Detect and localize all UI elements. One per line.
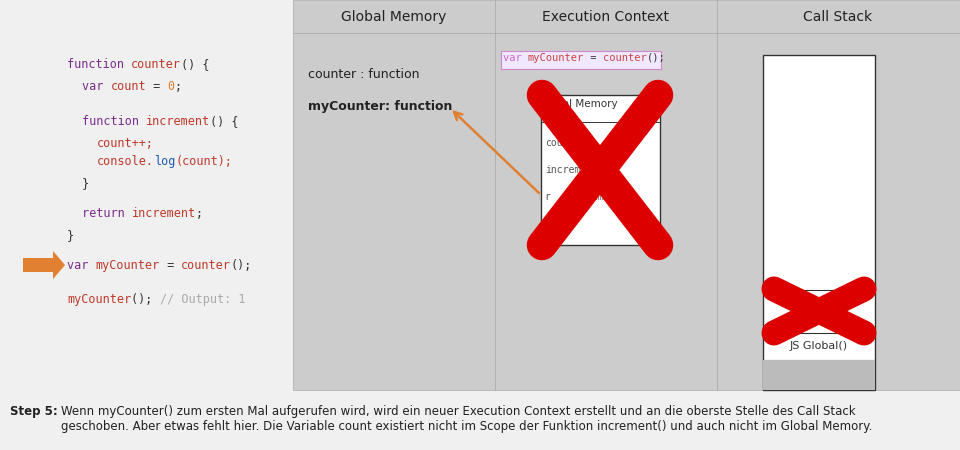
Text: }: }: [82, 177, 89, 190]
Bar: [541, 95, 660, 245]
Text: Call Stack: Call Stack: [804, 10, 873, 24]
Text: ();: ();: [647, 53, 665, 63]
Text: myCounter: myCounter: [95, 259, 159, 272]
Text: var: var: [67, 259, 95, 272]
Text: counter : function: counter : function: [308, 68, 420, 81]
Text: ;: ;: [175, 80, 181, 93]
Bar: [763, 360, 875, 390]
Text: () {: () {: [181, 58, 209, 71]
Text: }: }: [67, 229, 74, 242]
Bar: [0, 0, 293, 390]
Text: Wenn myCounter() zum ersten Mal aufgerufen wird, wird ein neuer Execution Contex: Wenn myCounter() zum ersten Mal aufgeruf…: [60, 405, 872, 433]
Text: myCounter: function: myCounter: function: [308, 100, 452, 113]
Text: counter: counter: [132, 58, 181, 71]
Text: ();: ();: [230, 259, 252, 272]
Text: myCounter: myCounter: [528, 53, 585, 63]
Text: counter: counter: [603, 53, 647, 63]
Text: JS Global(): JS Global(): [790, 341, 848, 351]
Text: Local Memory: Local Memory: [545, 99, 617, 109]
Text: // Output: 1: // Output: 1: [159, 293, 245, 306]
Text: count: count: [110, 80, 146, 93]
Text: return: return: [82, 207, 132, 220]
Bar: [717, 0, 960, 390]
Text: Step 5:: Step 5:: [10, 405, 58, 418]
Text: myCounter: myCounter: [67, 293, 132, 306]
Text: count++;: count++;: [97, 137, 154, 150]
Polygon shape: [53, 251, 65, 279]
Text: r   increment: r increment: [545, 192, 621, 202]
Text: 0: 0: [167, 80, 175, 93]
Text: increment: increment: [146, 115, 210, 128]
Bar: [501, 51, 661, 69]
Text: cou: cou: [545, 138, 563, 148]
Text: (count);: (count);: [176, 155, 232, 168]
Text: () {: () {: [210, 115, 239, 128]
Bar: [293, 0, 495, 390]
Text: =: =: [146, 80, 167, 93]
Text: var: var: [503, 53, 528, 63]
Text: function: function: [82, 115, 146, 128]
Text: increment: increment: [132, 207, 196, 220]
Text: var: var: [82, 80, 110, 93]
Text: counter(): counter(): [793, 306, 845, 316]
Text: function: function: [67, 58, 132, 71]
Bar: [495, 0, 717, 390]
Bar: [23, 258, 55, 272]
Text: console.: console.: [97, 155, 154, 168]
Text: counter: counter: [181, 259, 230, 272]
Text: Global Memory: Global Memory: [342, 10, 446, 24]
Text: ();: ();: [132, 293, 159, 306]
Bar: [763, 55, 875, 390]
Text: =: =: [159, 259, 181, 272]
Text: ;: ;: [196, 207, 204, 220]
Text: increm: increm: [545, 165, 580, 175]
Text: Execution Context: Execution Context: [542, 10, 669, 24]
Text: =: =: [585, 53, 603, 63]
Text: log: log: [154, 155, 176, 168]
